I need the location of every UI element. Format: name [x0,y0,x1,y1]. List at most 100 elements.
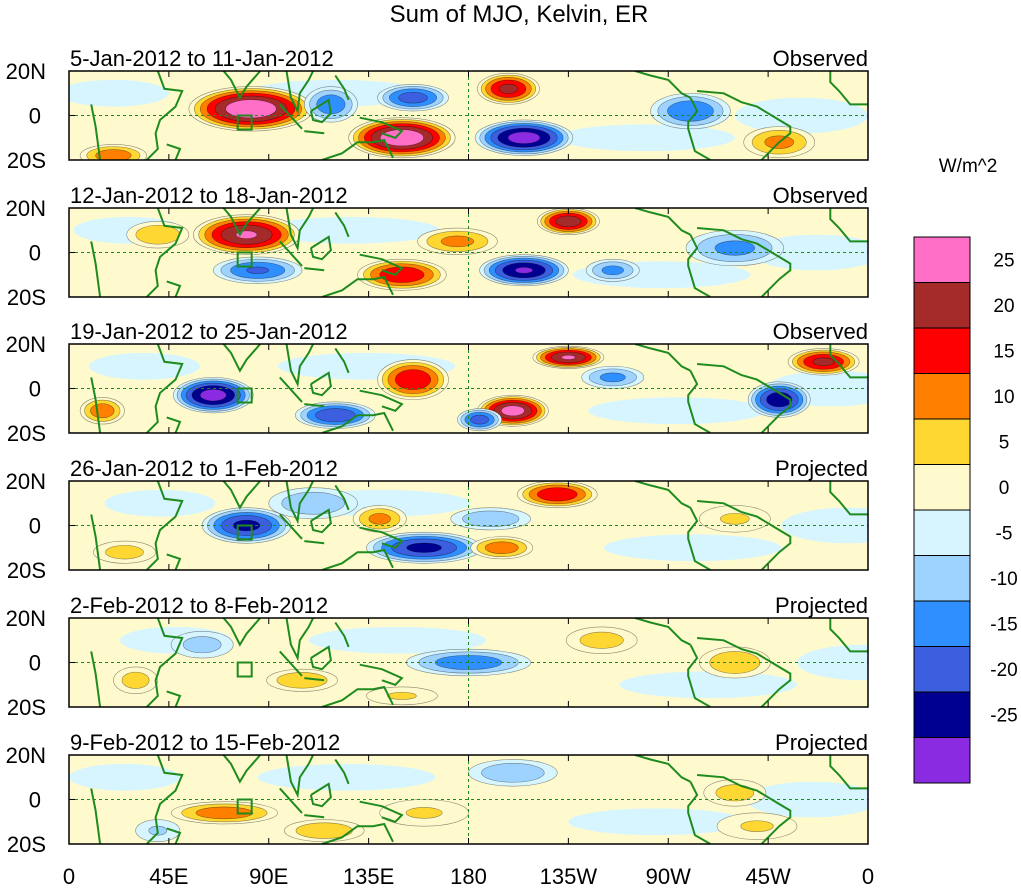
panel-3: 20N 0 20S 19-Jan-2012 to 25-Jan-2012 Observe… [6,319,869,446]
anomaly-contour [394,369,432,390]
colorbar-swatch [913,600,971,647]
background-patch [557,124,735,152]
coastline [279,376,303,403]
anomaly-contour [462,510,520,527]
anomaly-contour [561,354,576,360]
coastline [334,621,350,648]
anomaly-contour [740,820,774,832]
colorbar-label: 25 [993,251,1014,272]
x-tick-label: 45W [746,864,791,889]
anomaly-contour [500,405,525,417]
x-tick-label: 90W [646,864,691,889]
y-tick-label: 20S [7,148,46,173]
anomaly-contour [246,266,270,274]
panel-date-range: 12-Jan-2012 to 18-Jan-2012 [70,183,348,208]
coastline [309,645,332,671]
x-tick-label: 45E [149,864,188,889]
coastline [634,208,691,236]
panel-date-range: 19-Jan-2012 to 25-Jan-2012 [70,319,348,344]
anomaly-contour [507,131,541,144]
anomaly-contour [90,403,115,419]
y-tick-label: 20N [6,196,46,221]
coastline [687,370,711,433]
colorbar-label: -15 [990,615,1017,636]
panel-status: Projected [775,593,868,618]
coastline [279,513,303,540]
colorbar-swatch [913,282,971,329]
coastline [697,774,792,844]
panel-date-range: 9-Feb-2012 to 15-Feb-2012 [70,730,340,755]
coastline [222,618,262,647]
coastline [285,755,314,799]
x-tick-label: 90E [249,864,288,889]
coastline [359,800,404,823]
colorbar-swatch [913,418,971,465]
anomaly-contour [579,631,624,649]
panels: 20N 0 20S 5-Jan-2012 to 11-Jan-2012 Observed… [6,46,869,857]
anomaly-contour [720,513,750,525]
coastline [309,508,332,534]
coastline [145,755,184,844]
coastline [145,618,184,707]
y-tick-label: 0 [29,104,41,129]
coastline [359,253,404,276]
coastline [334,347,350,374]
y-tick-label: 20N [6,743,46,768]
colorbar-swatch [913,555,971,602]
colorbar-label: -5 [996,524,1013,545]
coastline [687,97,711,160]
coastline [687,644,711,707]
field [73,208,868,297]
anomaly-contour [368,513,391,525]
colorbar-swatch [913,464,971,511]
coastline [829,481,868,516]
x-tick-label: 0 [63,864,75,889]
coastline [321,411,394,433]
coastline [90,241,102,297]
y-tick-label: 0 [29,788,41,813]
anomaly-contour [182,636,222,654]
panel-5: 20N 0 20S 2-Feb-2012 to 8-Feb-2012 Projected [6,593,869,720]
background-patch [603,534,782,562]
background-patch [308,626,487,654]
coastline [321,685,394,707]
coastline [285,618,314,662]
y-tick-label: 20N [6,469,46,494]
coastline [145,481,184,570]
colorbar: W/m^2 25 20 15 10 5 0 -5 -10 -15 -20 -25 [913,156,1018,784]
coastline [334,758,350,785]
anomaly-contour [484,541,519,554]
y-tick-label: 20N [6,59,46,84]
background-patch [262,216,440,244]
coastline [166,690,182,707]
y-tick-label: 20N [6,606,46,631]
coastline [279,650,303,677]
anomaly-contour [405,807,443,819]
anomaly-contour [498,83,519,94]
background-patch [104,489,216,517]
anomaly-contour [812,357,835,367]
panel-status: Projected [775,456,868,481]
colorbar-label: 10 [993,387,1014,408]
coastline [304,267,325,272]
coastline [829,71,868,106]
field [69,755,868,844]
coastline [321,548,394,570]
colorbar-swatch [913,509,971,556]
coastline [334,74,350,101]
colorbar-swatch [913,327,971,374]
coastline [166,143,182,160]
coastline [285,344,314,388]
y-tick-label: 20S [7,421,46,446]
coastline [222,344,262,373]
coastline [166,416,182,433]
background-patch [69,79,169,107]
anomaly-contour [714,240,756,256]
coastline [90,788,102,844]
anomaly-contour [121,671,150,689]
coastline [222,755,262,784]
x-tick-label: 0 [862,864,874,889]
y-tick-label: 0 [29,377,41,402]
anomaly-contour [601,265,624,276]
coastline [321,822,394,844]
